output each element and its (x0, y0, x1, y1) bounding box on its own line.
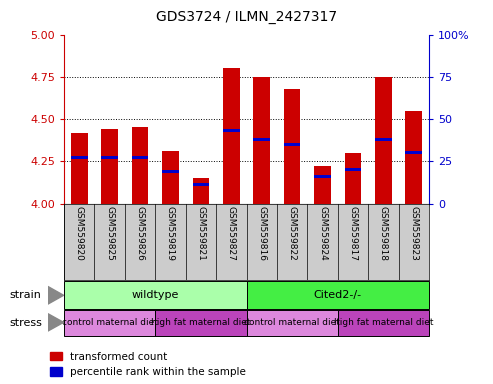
Text: GSM559816: GSM559816 (257, 206, 266, 261)
Bar (223, 68, 240, 204)
Bar (102, 129, 118, 204)
Bar (64, 310, 155, 336)
Bar (345, 153, 361, 204)
Bar (64, 281, 246, 309)
Text: GSM559818: GSM559818 (379, 206, 388, 261)
Text: stress: stress (10, 318, 43, 328)
Bar (314, 166, 331, 204)
Text: GSM559827: GSM559827 (227, 206, 236, 261)
Text: GSM559826: GSM559826 (136, 206, 144, 261)
Bar (338, 310, 429, 336)
Bar (155, 310, 246, 336)
Text: GSM559825: GSM559825 (105, 206, 114, 261)
Bar (193, 184, 209, 187)
Bar (375, 138, 391, 141)
Legend: transformed count, percentile rank within the sample: transformed count, percentile rank withi… (50, 352, 247, 377)
Bar (162, 151, 179, 204)
Bar (284, 143, 300, 146)
Bar (246, 281, 429, 309)
Text: GSM559824: GSM559824 (318, 206, 327, 261)
Text: GDS3724 / ILMN_2427317: GDS3724 / ILMN_2427317 (156, 10, 337, 23)
Bar (284, 89, 300, 204)
Bar (405, 151, 422, 154)
Bar (193, 178, 209, 204)
Bar (71, 132, 88, 204)
Text: GSM559819: GSM559819 (166, 206, 175, 261)
Text: GSM559817: GSM559817 (349, 206, 357, 261)
Text: GSM559821: GSM559821 (196, 206, 206, 261)
Bar (314, 175, 331, 178)
Bar (102, 156, 118, 159)
Text: high fat maternal diet: high fat maternal diet (151, 318, 250, 328)
Text: GSM559820: GSM559820 (75, 206, 84, 261)
Text: wildtype: wildtype (132, 290, 179, 300)
Text: control maternal diet: control maternal diet (62, 318, 158, 328)
Text: GSM559822: GSM559822 (287, 206, 297, 261)
Polygon shape (48, 286, 64, 304)
Text: GSM559823: GSM559823 (409, 206, 418, 261)
Text: control maternal diet: control maternal diet (244, 318, 340, 328)
Bar (253, 138, 270, 141)
Polygon shape (48, 314, 64, 331)
Text: strain: strain (10, 290, 42, 300)
Bar (71, 156, 88, 159)
Bar (345, 168, 361, 171)
Bar (223, 129, 240, 132)
Bar (162, 170, 179, 173)
Text: high fat maternal diet: high fat maternal diet (334, 318, 433, 328)
Bar (132, 156, 148, 159)
Text: Cited2-/-: Cited2-/- (314, 290, 362, 300)
Bar (253, 77, 270, 204)
Bar (132, 127, 148, 204)
Bar (375, 77, 391, 204)
Bar (246, 310, 338, 336)
Bar (405, 111, 422, 204)
